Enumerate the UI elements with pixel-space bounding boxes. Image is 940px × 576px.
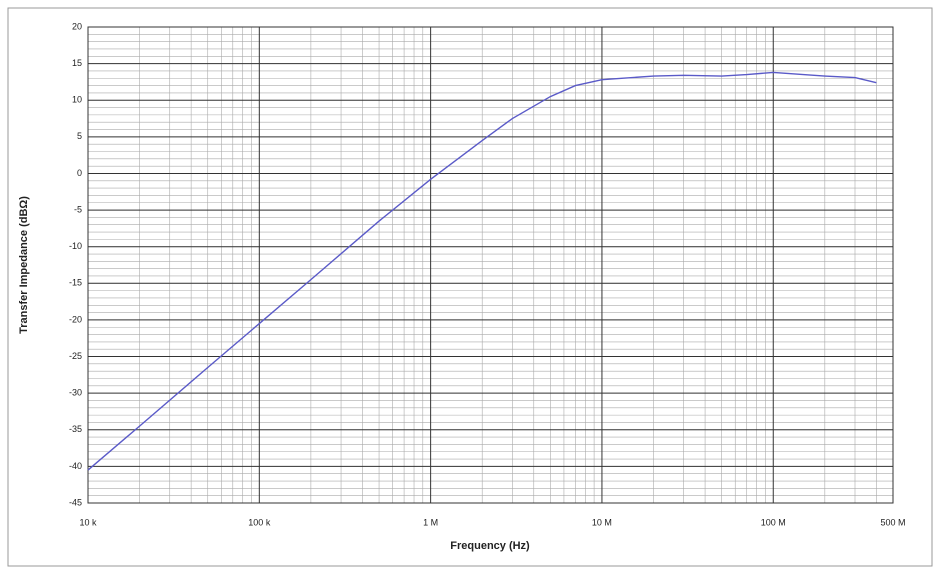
x-tick-label: 500 M (880, 517, 905, 527)
plot-area (87, 26, 894, 504)
y-tick-label: 20 (72, 21, 82, 31)
x-tick-label: 10 k (79, 517, 97, 527)
y-tick-label: -10 (69, 241, 82, 251)
y-tick-label: -15 (69, 278, 82, 288)
x-tick-label: 100 k (248, 517, 271, 527)
x-tick-label: 1 M (423, 517, 438, 527)
y-tick-label: 15 (72, 58, 82, 68)
data-line (87, 71, 877, 471)
y-tick-label: -30 (69, 388, 82, 398)
y-tick-label: 0 (77, 168, 82, 178)
y-tick-label: 10 (72, 95, 82, 105)
y-tick-label: -35 (69, 424, 82, 434)
y-axis-title: Transfer Impedance (dBΩ) (18, 196, 30, 334)
y-tick-label: -40 (69, 461, 82, 471)
y-tick-label: -20 (69, 314, 82, 324)
y-tick-label: -5 (74, 204, 82, 214)
x-tick-label: 10 M (592, 517, 612, 527)
x-tick-label: 100 M (761, 517, 786, 527)
y-tick-label: -25 (69, 351, 82, 361)
x-axis-title: Frequency (Hz) (450, 540, 530, 552)
y-tick-label: -45 (69, 497, 82, 507)
y-tick-label: 5 (77, 131, 82, 141)
